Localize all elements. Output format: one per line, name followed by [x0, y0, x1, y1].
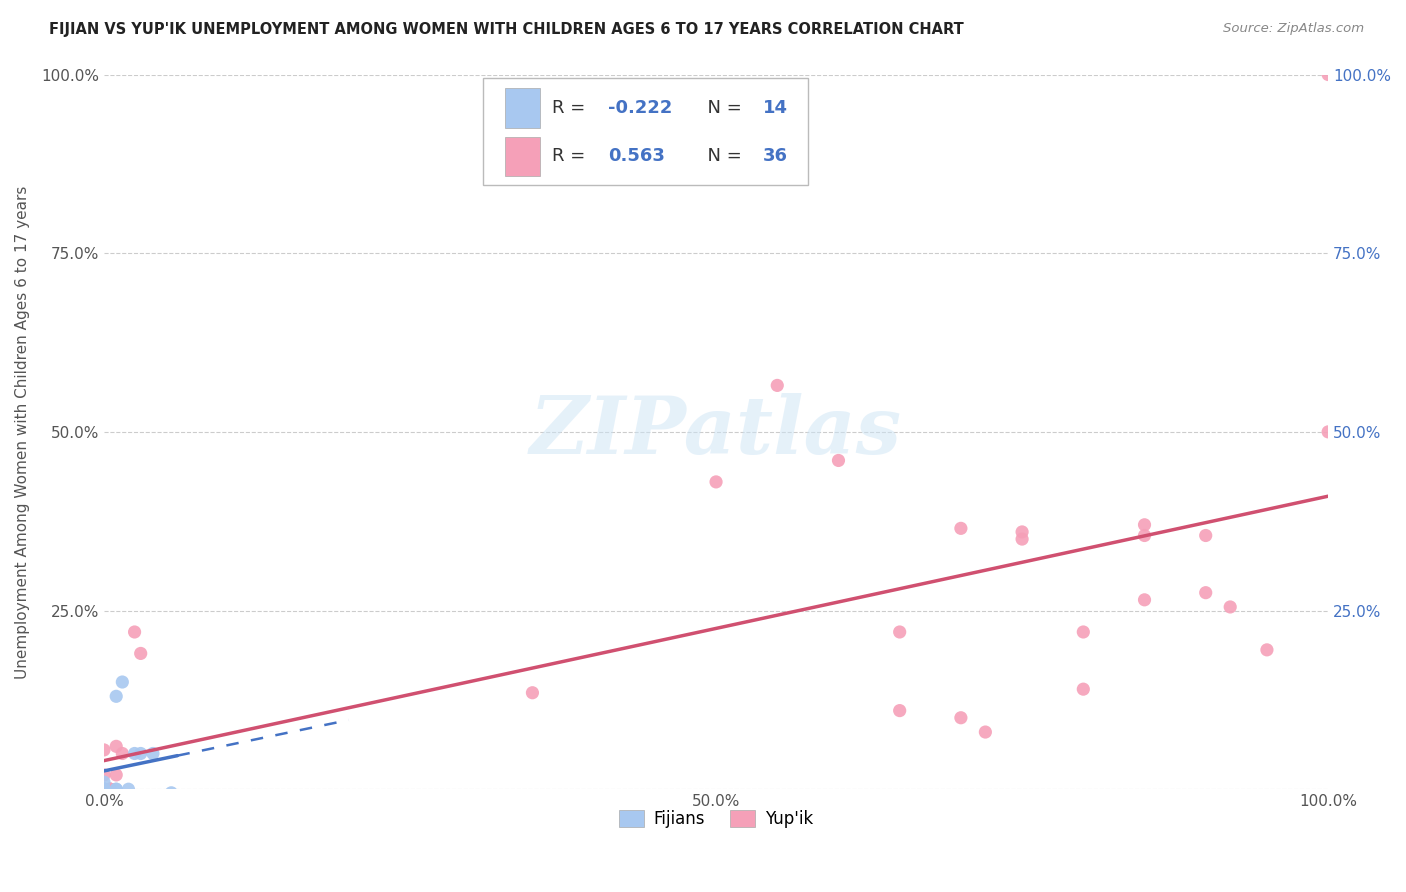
Point	[93, 768, 115, 782]
Point	[93, 775, 115, 789]
Y-axis label: Unemployment Among Women with Children Ages 6 to 17 years: Unemployment Among Women with Children A…	[15, 186, 30, 679]
Point	[1133, 592, 1156, 607]
Point	[1317, 68, 1340, 82]
Point	[1133, 528, 1156, 542]
Point	[93, 782, 115, 797]
Point	[98, 782, 121, 797]
Point	[93, 782, 115, 797]
Text: 0.563: 0.563	[609, 147, 665, 165]
Point	[704, 475, 727, 489]
Point	[129, 647, 152, 661]
Point	[1195, 585, 1218, 599]
Point	[949, 521, 972, 535]
Point	[93, 782, 115, 797]
Point	[105, 782, 128, 797]
Text: R =: R =	[553, 99, 591, 117]
Point	[111, 675, 134, 690]
Text: FIJIAN VS YUP'IK UNEMPLOYMENT AMONG WOMEN WITH CHILDREN AGES 6 TO 17 YEARS CORRE: FIJIAN VS YUP'IK UNEMPLOYMENT AMONG WOME…	[49, 22, 965, 37]
Point	[98, 782, 121, 797]
Legend: Fijians, Yup'ik: Fijians, Yup'ik	[612, 803, 820, 835]
Point	[1219, 599, 1241, 614]
Point	[93, 743, 115, 757]
Point	[160, 786, 183, 800]
FancyBboxPatch shape	[506, 136, 540, 176]
Text: N =: N =	[696, 147, 748, 165]
Point	[105, 768, 128, 782]
Point	[98, 782, 121, 797]
Point	[105, 782, 128, 797]
Text: ZIPatlas: ZIPatlas	[530, 393, 903, 471]
Text: Source: ZipAtlas.com: Source: ZipAtlas.com	[1223, 22, 1364, 36]
Point	[129, 747, 152, 761]
Point	[142, 747, 165, 761]
Point	[1071, 682, 1094, 697]
Point	[93, 782, 115, 797]
FancyBboxPatch shape	[484, 78, 808, 186]
Point	[124, 747, 146, 761]
Point	[1011, 524, 1033, 539]
Point	[1195, 528, 1218, 542]
Point	[889, 704, 911, 718]
Point	[827, 453, 849, 467]
Point	[974, 725, 997, 739]
Text: R =: R =	[553, 147, 596, 165]
Point	[1071, 625, 1094, 640]
Point	[949, 711, 972, 725]
Point	[105, 690, 128, 704]
Point	[124, 625, 146, 640]
Point	[522, 686, 544, 700]
Text: 14: 14	[762, 99, 787, 117]
Point	[889, 625, 911, 640]
Point	[766, 378, 789, 392]
Point	[98, 782, 121, 797]
Point	[1011, 532, 1033, 546]
Text: N =: N =	[696, 99, 748, 117]
Point	[105, 739, 128, 754]
Point	[1317, 425, 1340, 439]
Point	[93, 782, 115, 797]
FancyBboxPatch shape	[506, 88, 540, 128]
Text: -0.222: -0.222	[609, 99, 672, 117]
Text: 36: 36	[762, 147, 787, 165]
Point	[93, 782, 115, 797]
Point	[117, 782, 139, 797]
Point	[93, 782, 115, 797]
Point	[111, 747, 134, 761]
Point	[1256, 643, 1278, 657]
Point	[1133, 517, 1156, 532]
